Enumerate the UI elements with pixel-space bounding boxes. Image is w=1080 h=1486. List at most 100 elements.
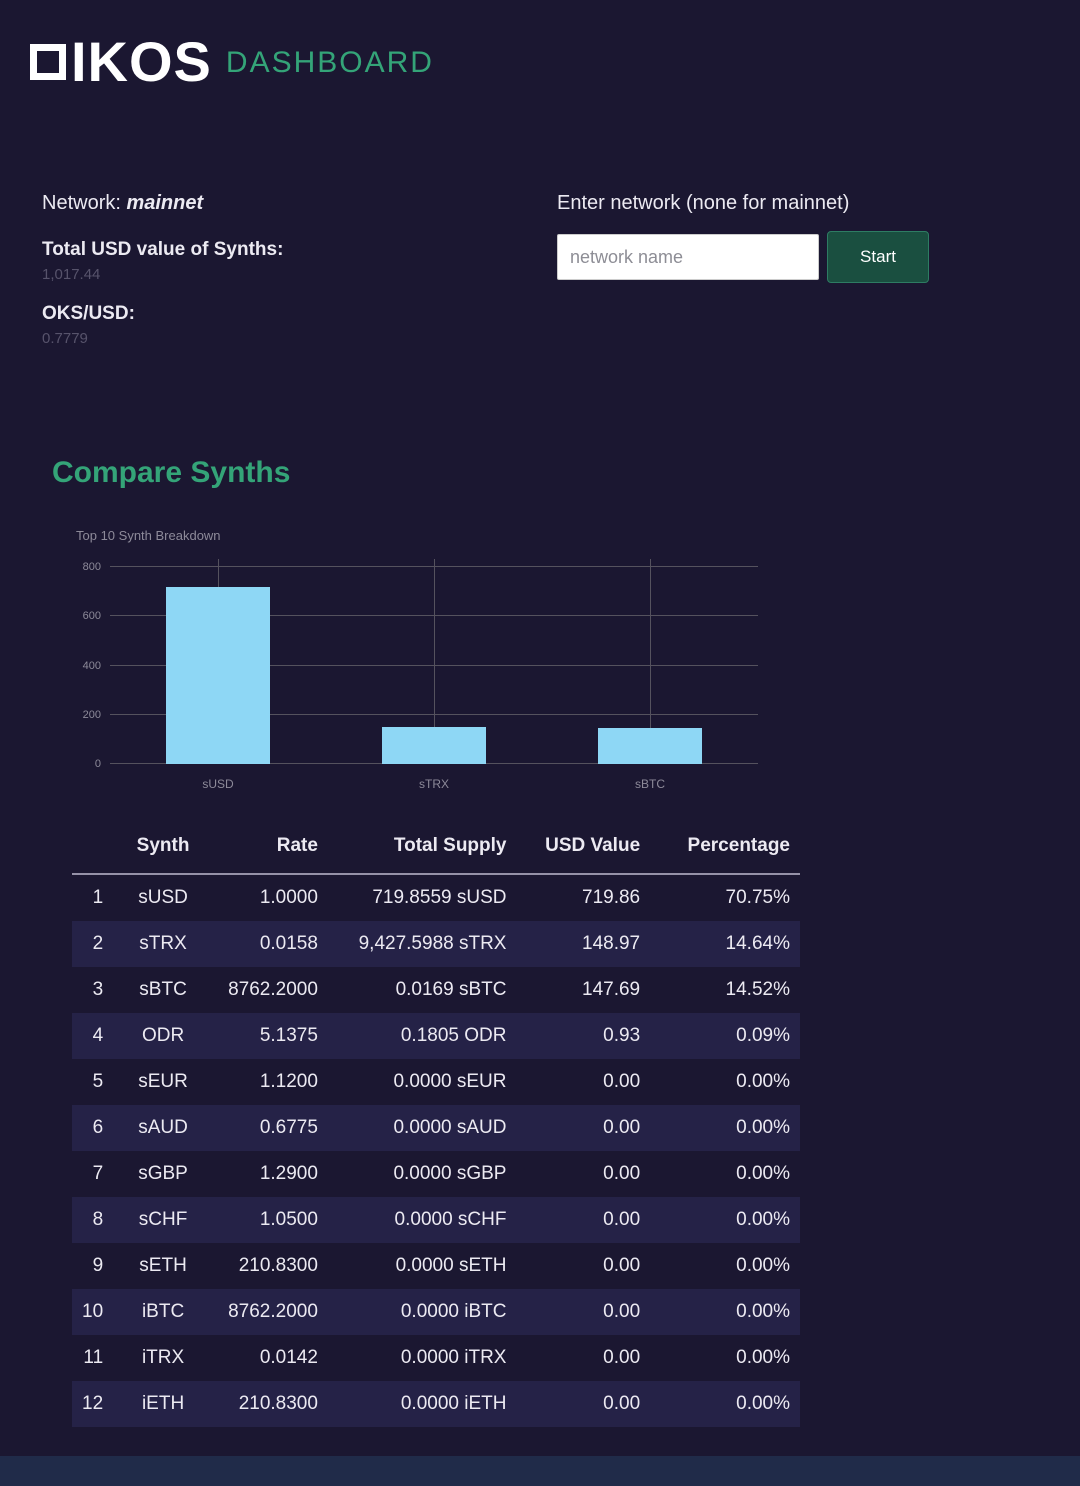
total-supply-value: 0.0000 iTRX [400,1347,507,1368]
header-percentage: Percentage [650,823,800,875]
synth-table: Synth Rate Total Supply USD Value Percen… [72,823,800,1427]
usd-value: 148.97 [582,933,641,954]
synth-name: sETH [139,1255,187,1276]
x-axis-label: sUSD [202,777,234,791]
synth-name: sBTC [139,979,187,1000]
table-row: 12 iETH 210.8300 0.0000 iETH 0.00 0.00% [72,1381,800,1427]
rate-value: 0.0158 [259,933,318,954]
total-usd-label: Total USD value of Synths: [42,239,284,260]
rate-value: 8762.2000 [228,1301,318,1322]
network-form: Enter network (none for mainnet) Start [557,192,929,283]
total-supply-value: 0.0000 sAUD [393,1117,507,1138]
chart-slot [326,559,542,764]
synth-name: sEUR [138,1071,188,1092]
header-total-supply: Total Supply [327,823,517,875]
total-supply-value: 719.8559 sUSD [372,887,507,908]
app-header: IKOS DASHBOARD [0,0,1080,90]
total-supply-value: 0.0169 sBTC [395,979,507,1000]
vertical-gridline [434,559,435,764]
logo-square-icon [30,44,66,80]
synth-name: sGBP [138,1163,188,1184]
chart-title: Top 10 Synth Breakdown [76,528,221,543]
rate-value: 210.8300 [238,1255,318,1276]
chart-plot: 0 200 400 600 800 [83,559,758,770]
usd-value: 0.93 [603,1025,641,1046]
header-synth: Synth [113,823,213,875]
network-form-label: Enter network (none for mainnet) [557,192,850,214]
synth-name: iTRX [141,1347,185,1368]
usd-value: 0.00 [603,1301,641,1322]
x-axis-label: sTRX [419,777,449,791]
y-axis-tick-label: 400 [82,659,101,672]
rate-value: 0.6775 [259,1117,318,1138]
percentage-value: 0.00% [736,1393,790,1414]
chart-slots [110,559,758,764]
row-number: 4 [92,1025,104,1046]
header-usd-value: USD Value [516,823,651,875]
vertical-gridline [650,559,651,764]
percentage-value: 0.09% [736,1025,790,1046]
header-rate: Rate [212,823,328,875]
bar-sBTC [598,727,702,764]
percentage-value: 0.00% [736,1117,790,1138]
total-supply-value: 0.0000 iETH [400,1393,507,1414]
table-row: 5 sEUR 1.1200 0.0000 sEUR 0.00 0.00% [72,1059,800,1105]
total-supply-value: 0.1805 ODR [400,1025,507,1046]
rate-value: 1.0500 [259,1209,318,1230]
x-axis-label: sBTC [635,777,665,791]
synth-name: sTRX [139,933,187,954]
logo-dashboard-label: DASHBOARD [225,46,434,79]
synth-name: iETH [141,1393,185,1414]
row-number: 6 [92,1117,104,1138]
row-number: 7 [92,1163,104,1184]
percentage-value: 14.52% [725,979,790,1000]
chart-slot [110,559,326,764]
usd-value: 147.69 [582,979,641,1000]
usd-value: 719.86 [582,887,641,908]
rate-value: 1.2900 [259,1163,318,1184]
network-value: mainnet [126,192,204,214]
row-number: 8 [92,1209,104,1230]
table-row: 11 iTRX 0.0142 0.0000 iTRX 0.00 0.00% [72,1335,800,1381]
percentage-value: 0.00% [736,1071,790,1092]
table-row: 9 sETH 210.8300 0.0000 sETH 0.00 0.00% [72,1243,800,1289]
network-name-input[interactable] [557,234,819,280]
usd-value: 0.00 [603,1347,641,1368]
top-section: Network: mainnet Total USD value of Synt… [42,192,1038,372]
total-supply-value: 0.0000 sEUR [393,1071,507,1092]
table-row: 1 sUSD 1.0000 719.8559 sUSD 719.86 70.75% [72,874,800,921]
synth-table-head: Synth Rate Total Supply USD Value Percen… [72,823,800,875]
usd-value: 0.00 [603,1117,641,1138]
total-supply-value: 9,427.5988 sTRX [358,933,507,954]
total-supply-value: 0.0000 sETH [395,1255,507,1276]
total-supply-value: 0.0000 sGBP [393,1163,507,1184]
oks-usd-label: OKS/USD: [42,303,135,324]
network-label: Network: [42,192,121,214]
table-header-row: Synth Rate Total Supply USD Value Percen… [72,823,800,875]
usd-value: 0.00 [603,1209,641,1230]
usd-value: 0.00 [603,1393,641,1414]
usd-value: 0.00 [603,1255,641,1276]
row-number: 5 [92,1071,104,1092]
percentage-value: 0.00% [736,1163,790,1184]
network-line: Network: mainnet [42,192,1038,215]
row-number: 9 [92,1255,104,1276]
table-row: 2 sTRX 0.0158 9,427.5988 sTRX 148.97 14.64% [72,921,800,967]
rate-value: 0.0142 [259,1347,318,1368]
synth-name: ODR [141,1025,185,1046]
table-row: 7 sGBP 1.2900 0.0000 sGBP 0.00 0.00% [72,1151,800,1197]
synth-breakdown-chart: Top 10 Synth Breakdown 0 200 400 600 800 sUS… [76,528,766,791]
y-axis-tick-label: 800 [82,561,101,573]
total-usd-value: 1,017.44 [42,266,101,283]
row-number: 1 [92,887,104,908]
synth-table-body: 1 sUSD 1.0000 719.8559 sUSD 719.86 70.75% 2 sTR… [72,874,800,1427]
row-number: 12 [82,1393,104,1414]
rate-value: 1.0000 [259,887,318,908]
start-button[interactable]: Start [827,231,929,283]
rate-value: 5.1375 [259,1025,318,1046]
bar-sTRX [382,727,486,764]
total-supply-value: 0.0000 iBTC [400,1301,507,1322]
row-number: 3 [92,979,104,1000]
y-axis-tick-label: 0 [94,758,101,770]
table-row: 3 sBTC 8762.2000 0.0169 sBTC 147.69 14.52% [72,967,800,1013]
